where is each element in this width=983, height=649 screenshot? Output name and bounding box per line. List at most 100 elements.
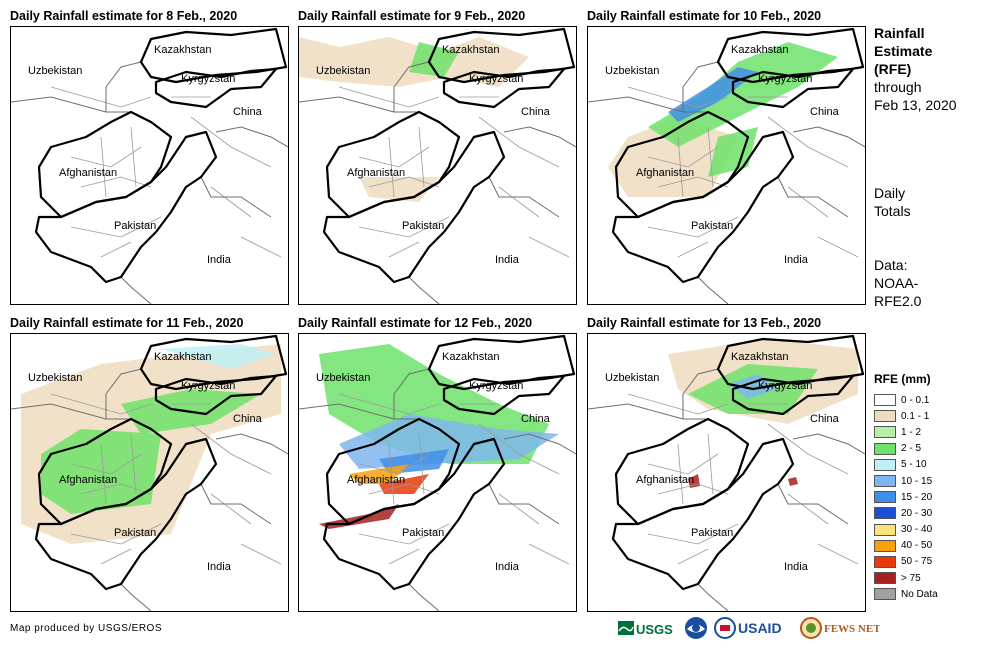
legend-label: 15 - 20	[901, 491, 933, 503]
afghanistan-label: Afghanistan	[636, 167, 694, 179]
legend-swatch	[874, 475, 896, 488]
kyrgyzstan-label: Kyrgyzstan	[469, 73, 523, 85]
map-panel-2: Daily Rainfall estimate for 9 Feb., 2020…	[298, 9, 577, 305]
afghanistan-outline	[614, 110, 750, 219]
pakistan-label: Pakistan	[402, 527, 444, 539]
date-label: Feb 13, 2020	[874, 97, 957, 113]
daily-label: Daily	[874, 185, 906, 201]
country-borders	[11, 61, 288, 304]
through-date: through Feb 13, 2020	[874, 78, 957, 114]
daily-totals: Daily Totals	[874, 184, 911, 220]
panel-title: Daily Rainfall estimate for 8 Feb., 2020	[10, 9, 238, 23]
map-svg: Kazakhstan Uzbekistan Kyrgyzstan China Afgha…	[588, 27, 865, 304]
data-source-line-2: RFE2.0	[874, 293, 922, 309]
pakistan-outline	[611, 437, 795, 591]
afghanistan-outline	[37, 110, 173, 219]
uzbekistan-label: Uzbekistan	[28, 372, 82, 384]
kazakhstan-label: Kazakhstan	[442, 44, 499, 56]
kazakhstan-outline	[716, 27, 865, 84]
panel-title: Daily Rainfall estimate for 12 Feb., 202…	[298, 316, 533, 330]
kyrgyzstan-outline	[731, 67, 855, 109]
map-svg: Kazakhstan Uzbekistan Kyrgyzstan China Afgha…	[11, 27, 288, 304]
data-label: Data:	[874, 257, 908, 273]
afghanistan-outline	[325, 417, 461, 526]
map-svg: Kazakhstan Uzbekistan Kyrgyzstan China Afgha…	[11, 334, 288, 611]
afghanistan-label: Afghanistan	[59, 474, 117, 486]
legend-swatch	[874, 523, 896, 536]
pakistan-label: Pakistan	[691, 527, 733, 539]
rainfall-area-2	[648, 42, 838, 147]
through-label: through	[874, 79, 922, 95]
usgs-logo-mark: USGS	[618, 621, 673, 637]
legend-row: 50 - 75	[874, 554, 938, 570]
kyrgyzstan-outline	[154, 374, 278, 416]
legend-label: > 75	[901, 572, 921, 584]
legend-swatch	[874, 458, 896, 471]
kazakhstan-outline	[716, 334, 865, 391]
rainfall-area-1	[608, 117, 738, 197]
afghanistan-outline	[37, 417, 173, 526]
rainfall-area-4	[349, 464, 409, 484]
kyrgyzstan-label: Kyrgyzstan	[469, 380, 523, 392]
pakistan-label: Pakistan	[114, 220, 156, 232]
legend-row: 5 - 10	[874, 457, 938, 473]
india-label: India	[495, 561, 520, 573]
legend-swatch	[874, 491, 896, 504]
data-source: Data: NOAA- RFE2.0	[874, 256, 921, 310]
legend-heading: Rainfall Estimate (RFE)	[874, 24, 932, 78]
kyrgyzstan-outline	[154, 67, 278, 109]
afghanistan-label: Afghanistan	[59, 167, 117, 179]
legend-label: No Data	[901, 588, 938, 600]
map-panel-3: Daily Rainfall estimate for 10 Feb., 202…	[587, 9, 866, 305]
legend-swatch	[874, 394, 896, 407]
legend-label: 20 - 30	[901, 507, 933, 519]
rainfall-area-2	[339, 414, 559, 469]
map-panel-4: Daily Rainfall estimate for 11 Feb., 202…	[10, 316, 289, 612]
kazakhstan-outline	[427, 27, 576, 84]
data-source-line-1: NOAA-	[874, 275, 919, 291]
country-borders	[11, 368, 288, 611]
legend-label: 0.1 - 1	[901, 410, 930, 422]
map-panel-6: Daily Rainfall estimate for 13 Feb., 202…	[587, 316, 866, 612]
pakistan-outline	[322, 437, 506, 591]
afghanistan-label: Afghanistan	[347, 474, 405, 486]
kazakhstan-outline	[139, 334, 288, 391]
legend-swatch	[874, 442, 896, 455]
province-boundaries	[627, 393, 859, 565]
legend-title: RFE (mm)	[874, 372, 931, 386]
map-panel-5: Daily Rainfall estimate for 12 Feb., 202…	[298, 316, 577, 612]
noaa-logo	[684, 616, 708, 640]
legend-swatch	[874, 588, 896, 601]
pakistan-label: Pakistan	[402, 220, 444, 232]
uzbekistan-label: Uzbekistan	[28, 65, 82, 77]
legend-label: 40 - 50	[901, 540, 933, 552]
afghanistan-outline	[614, 417, 750, 526]
panel-title: Daily Rainfall estimate for 10 Feb., 202…	[587, 9, 822, 23]
china-label: China	[233, 413, 263, 425]
kazakhstan-label: Kazakhstan	[731, 44, 788, 56]
china-label: China	[810, 106, 840, 118]
legend-swatch	[874, 555, 896, 568]
kyrgyzstan-outline	[731, 374, 855, 416]
uzbekistan-label: Uzbekistan	[605, 372, 659, 384]
legend-swatch	[874, 539, 896, 552]
afghanistan-label: Afghanistan	[347, 167, 405, 179]
kyrgyzstan-label: Kyrgyzstan	[181, 380, 235, 392]
pakistan-outline	[611, 130, 795, 284]
rainfall-map: Kazakhstan Uzbekistan Kyrgyzstan China Afgha…	[587, 333, 866, 612]
noaa-emblem	[685, 617, 707, 639]
kyrgyzstan-outline	[442, 374, 566, 416]
legend-row: 30 - 40	[874, 522, 938, 538]
india-label: India	[207, 254, 232, 266]
legend-label: 50 - 75	[901, 556, 933, 568]
rainfall-map: Kazakhstan Uzbekistan Kyrgyzstan China Afgha…	[10, 26, 289, 305]
legend-swatch	[874, 507, 896, 520]
kazakhstan-label: Kazakhstan	[442, 351, 499, 363]
legend-row: 0.1 - 1	[874, 408, 938, 424]
legend-row: 0 - 0.1	[874, 392, 938, 408]
rainfall-map: Kazakhstan Uzbekistan Kyrgyzstan China Afgha…	[10, 333, 289, 612]
fewsnet-logo: FEWS NET	[800, 616, 880, 640]
province-boundaries	[50, 86, 282, 258]
province-boundaries	[338, 393, 570, 565]
panel-title: Daily Rainfall estimate for 9 Feb., 2020	[298, 9, 526, 23]
